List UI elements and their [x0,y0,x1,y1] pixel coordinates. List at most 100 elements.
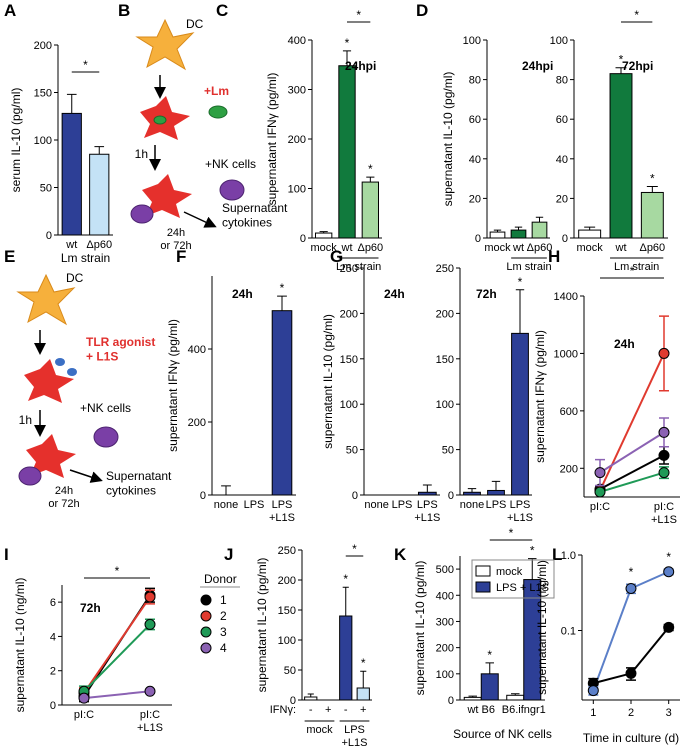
y-tick-label: 80 [469,75,481,87]
group-label: Lm strain [614,261,659,273]
annotation: 24h [384,287,405,301]
y-tick-label: 50 [442,445,454,457]
point [587,685,599,697]
error-bar [319,231,328,234]
y-tick-label: 1.0 [561,550,576,562]
x-tick-label: none [364,499,388,511]
series-line [599,353,665,491]
bar [356,687,370,701]
y-tick-label: 100 [436,669,454,681]
series-line [83,623,151,692]
y-axis-title: supernatant IL-10 (ng/ml) [535,560,549,695]
panel-label: K [394,545,407,564]
group-label: mock [306,724,333,736]
panel-label: A [4,1,16,20]
y-tick-label: 200 [188,417,206,429]
agonist [67,368,77,376]
y-tick-label: 1400 [554,291,578,303]
x-tick-label: Δp60 [639,242,665,254]
significance: * [356,8,361,22]
y-tick-label: 400 [436,590,454,602]
bacterium [153,115,167,125]
y-tick-label: 0 [562,233,568,245]
point [658,426,670,438]
legend-label: 2 [220,609,227,623]
x-tick-label: wt [615,242,627,254]
x-tick-label: none [460,499,484,511]
x-tick-label: LPS +L1S [269,499,295,524]
arrow [183,211,217,228]
x-tick-label: wt [341,242,353,254]
y-tick-label: 50 [284,665,296,677]
error-bar [584,226,596,231]
error-bar [342,50,352,66]
error-bar [615,67,627,74]
annotation: 24hpi [522,59,553,73]
significance: * [530,544,535,558]
diagram-label: 24h or 72h [160,227,191,252]
error-bar [342,586,349,616]
error-bar [307,693,314,697]
series-line [83,690,151,700]
series-line [599,431,665,474]
annotation: 72h [80,601,101,615]
significance: * [345,36,350,50]
legend-marker [200,626,212,638]
panel-label: G [330,247,343,266]
y-tick-label: 100 [436,399,454,411]
x-tick-label: LPS [486,499,507,511]
legend-label: mock [496,566,523,578]
y-tick-label: 500 [436,564,454,576]
y-axis-title: supernatant IL-10 (pg/ml) [321,314,335,449]
agonist [55,358,65,366]
x-tick-label: LPS +L1S [507,499,533,524]
y-axis-title: supernatant IL-10 (pg/ml) [255,558,269,693]
y-tick-label: 200 [278,575,296,587]
bar [609,73,633,239]
y-tick-label: 250 [436,263,454,275]
error-bar [66,93,77,114]
error-bar [528,558,537,580]
error-bar [221,485,231,495]
panel-label: D [416,1,428,20]
panel-label: H [548,247,560,266]
bar [315,232,333,239]
y-tick-label: 0 [475,233,481,245]
annotation: 72h [476,287,497,301]
legend-marker [200,594,212,606]
panel-label: E [4,247,15,266]
y-tick-label: 40 [556,154,568,166]
activated-cell [24,359,74,403]
bar [339,615,353,701]
x-tick-label: LPS +L1S [414,499,440,524]
legend-label: 3 [220,625,227,639]
legend-label: 1 [220,593,227,607]
x-tick-label: + [360,704,366,716]
point [144,685,156,697]
y-axis-title: supernatant IL-10 (pg/ml) [441,72,455,207]
error-bar [468,695,477,698]
error-bar [493,229,502,233]
panel-label: L [552,545,562,564]
y-tick-label: 60 [556,114,568,126]
y-tick-label: 0 [300,233,306,245]
x-tick-label: 2 [628,707,634,719]
bar [578,229,602,239]
bar [510,229,527,239]
y-tick-label: 200 [436,643,454,655]
x-tick-label: 1 [590,707,596,719]
legend-label: 4 [220,641,227,655]
x-tick-label: 3 [666,707,672,719]
error-bar [646,186,658,193]
error-bar [514,226,523,231]
x-tick-label: + [325,704,331,716]
diagram-label: TLR agonist + L1S [86,335,155,363]
y-tick-label: 250 [340,263,358,275]
x-tick-label: Δp60 [527,242,553,254]
x-tick-label: - [309,704,313,716]
y-tick-label: 6 [50,597,56,609]
panel-label: I [4,545,9,564]
y-tick-label: 200 [288,134,306,146]
annotation: 24h [614,337,635,351]
significance: * [115,564,120,578]
